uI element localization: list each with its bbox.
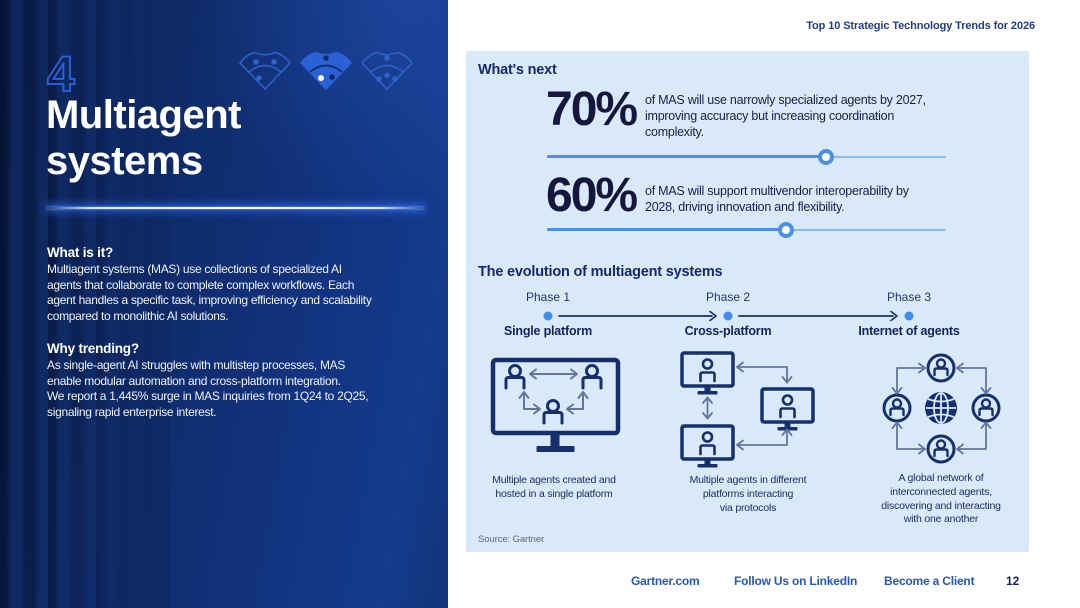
multiagent-fan-icons: [237, 49, 415, 96]
agent-fan-outline-icon: [237, 49, 293, 96]
svg-text:4: 4: [47, 46, 75, 100]
footer-link-linkedin[interactable]: Follow Us on LinkedIn: [734, 574, 858, 588]
internet-of-agents-globe-icon: [876, 352, 1006, 469]
why-trending-body: As single-agent AI struggles with multis…: [47, 358, 369, 419]
what-is-it-heading: What is it?: [47, 245, 114, 260]
phase-2-label: Phase 2: [705, 290, 751, 304]
stat-slider-70[interactable]: [547, 148, 946, 165]
phase-3-name: Internet of agents: [858, 324, 960, 338]
stat-text-60: of MAS will support multivendor interope…: [645, 184, 909, 214]
source-note: Source: Gartner: [478, 534, 545, 545]
whats-next-heading: What's next: [478, 62, 557, 78]
slider-thumb[interactable]: [818, 148, 835, 165]
phase-3-label: Phase 3: [886, 290, 932, 304]
content-panel: [466, 51, 1029, 552]
agent-fan-outline-dots-icon: [359, 49, 415, 96]
stat-value-60: 60%: [546, 169, 638, 222]
evolution-heading: The evolution of multiagent systems: [478, 264, 723, 280]
phase-3-caption: A global network of interconnected agent…: [881, 472, 1001, 526]
trend-number: 4: [44, 44, 98, 105]
footer-link-gartner[interactable]: Gartner.com: [631, 574, 700, 588]
timeline: [466, 306, 1029, 331]
slider-thumb[interactable]: [778, 221, 795, 238]
what-is-it-body: Multiagent systems (MAS) use collections…: [47, 262, 372, 323]
phase-1-name: Single platform: [504, 324, 592, 338]
left-panel: 4: [0, 0, 448, 608]
why-trending-heading: Why trending?: [47, 341, 139, 356]
background-glow: [188, 0, 448, 220]
single-platform-monitor-icon: [486, 352, 622, 463]
page-title: Multiagent systems: [46, 93, 241, 183]
slider-fill: [547, 155, 827, 158]
phase-2-name: Cross-platform: [684, 324, 772, 338]
footer-link-become-client[interactable]: Become a Client: [884, 574, 975, 588]
agent-fan-filled-icon: [298, 49, 354, 96]
timeline-dot-3: [904, 311, 914, 321]
report-title: Top 10 Strategic Technology Trends for 2…: [806, 20, 1035, 32]
cross-platform-monitors-icon: [676, 350, 816, 477]
phase-2-caption: Multiple agents in different platforms i…: [689, 474, 807, 514]
phase-1-label: Phase 1: [525, 290, 571, 304]
page-number: 12: [1006, 574, 1020, 588]
timeline-dot-1: [543, 311, 553, 321]
stat-value-70: 70%: [546, 83, 638, 136]
background-texture: [0, 0, 170, 608]
slider-fill: [547, 228, 787, 231]
stat-text-70: of MAS will use narrowly specialized age…: [645, 93, 926, 139]
stat-slider-60[interactable]: [547, 221, 946, 238]
title-divider: [47, 207, 424, 209]
timeline-dot-2: [723, 311, 733, 321]
phase-1-caption: Multiple agents created and hosted in a …: [492, 474, 616, 500]
